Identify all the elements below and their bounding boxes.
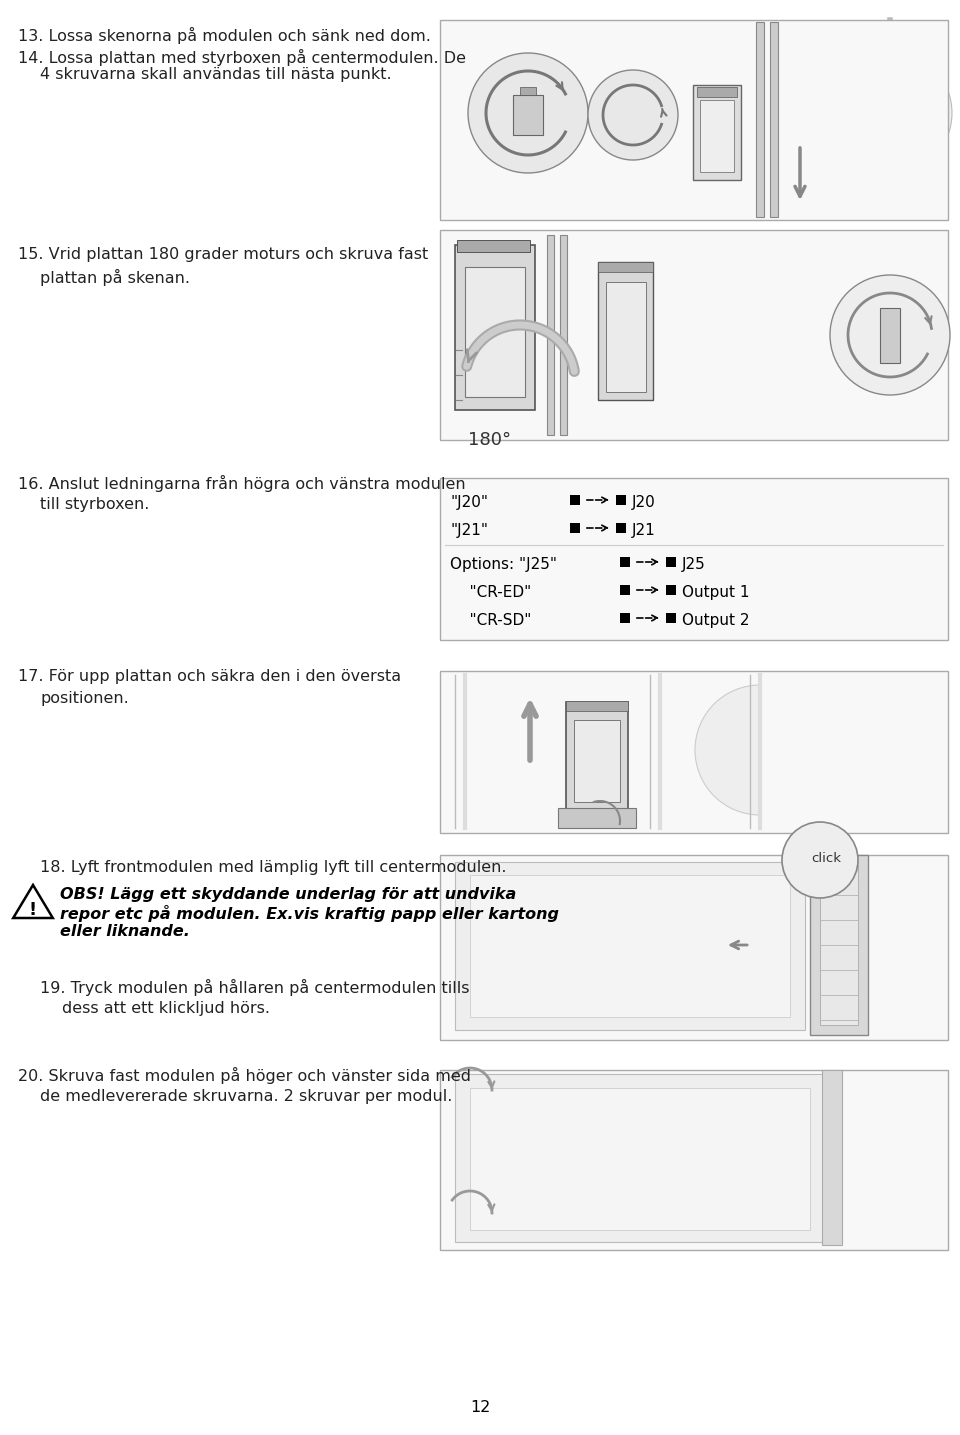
Text: 12: 12	[469, 1401, 491, 1415]
Text: 17. För upp plattan och säkra den i den översta: 17. För upp plattan och säkra den i den …	[18, 669, 401, 684]
Text: "J20": "J20"	[450, 495, 488, 509]
Bar	[547, 235, 554, 435]
Bar	[770, 22, 778, 217]
Bar	[440, 478, 948, 640]
Bar	[693, 85, 741, 179]
Text: J21: J21	[632, 522, 656, 538]
Text: "CR-SD": "CR-SD"	[450, 613, 532, 629]
Bar	[822, 1071, 842, 1246]
Bar	[470, 875, 790, 1017]
Text: J25: J25	[682, 557, 706, 573]
Bar	[616, 522, 626, 532]
Bar	[620, 613, 630, 623]
Bar	[566, 702, 628, 809]
Text: 4 skruvarna skall användas till nästa punkt.: 4 skruvarna skall användas till nästa pu…	[40, 67, 392, 82]
Bar	[440, 672, 948, 832]
Text: Output 2: Output 2	[682, 613, 750, 629]
Bar	[606, 283, 646, 392]
Polygon shape	[13, 885, 53, 918]
Bar	[666, 585, 676, 596]
Bar	[666, 613, 676, 623]
Text: 15. Vrid plattan 180 grader moturs och skruva fast: 15. Vrid plattan 180 grader moturs och s…	[18, 247, 428, 263]
Text: !: !	[29, 901, 37, 918]
Bar	[700, 100, 734, 172]
Text: 14. Lossa plattan med styrboxen på centermodulen. De: 14. Lossa plattan med styrboxen på cente…	[18, 49, 466, 66]
Text: till styrboxen.: till styrboxen.	[40, 497, 150, 512]
Circle shape	[828, 52, 952, 175]
Text: J20: J20	[632, 495, 656, 509]
Text: OBS! Lägg ett skyddande underlag för att undvika
repor etc på modulen. Ex.vis kr: OBS! Lägg ett skyddande underlag för att…	[60, 887, 559, 938]
Bar	[810, 855, 868, 1035]
Bar	[465, 267, 525, 397]
Text: "CR-ED": "CR-ED"	[450, 585, 531, 600]
Circle shape	[588, 70, 678, 159]
Bar	[440, 230, 948, 441]
Bar	[513, 95, 543, 135]
Bar	[616, 495, 626, 505]
Bar	[440, 20, 948, 220]
Text: 20. Skruva fast modulen på höger och vänster sida med: 20. Skruva fast modulen på höger och vän…	[18, 1068, 471, 1083]
Bar	[666, 557, 676, 567]
Bar	[570, 522, 580, 532]
Bar	[620, 557, 630, 567]
Bar	[440, 855, 948, 1040]
Text: 19. Tryck modulen på hållaren på centermodulen tills: 19. Tryck modulen på hållaren på centerm…	[40, 979, 469, 996]
Bar	[820, 865, 858, 1025]
Bar	[598, 263, 653, 400]
Bar	[880, 309, 900, 363]
Bar	[574, 720, 620, 802]
Circle shape	[830, 276, 950, 395]
Bar	[520, 88, 536, 95]
Bar	[455, 245, 535, 410]
Circle shape	[468, 53, 588, 174]
Text: 180°: 180°	[468, 430, 512, 449]
Bar	[457, 240, 530, 253]
Bar	[470, 1088, 810, 1230]
Text: 16. Anslut ledningarna från högra och vänstra modulen: 16. Anslut ledningarna från högra och vä…	[18, 475, 466, 492]
Text: plattan på skenan.: plattan på skenan.	[40, 268, 190, 286]
Bar	[455, 862, 805, 1030]
Text: de medlevererade skruvarna. 2 skruvar per modul.: de medlevererade skruvarna. 2 skruvar pe…	[40, 1089, 452, 1104]
Bar	[560, 235, 567, 435]
Text: "J21": "J21"	[450, 522, 488, 538]
Bar	[455, 1073, 825, 1243]
Bar	[620, 585, 630, 596]
Bar	[558, 808, 636, 828]
Text: 18. Lyft frontmodulen med lämplig lyft till centermodulen.: 18. Lyft frontmodulen med lämplig lyft t…	[40, 860, 507, 875]
Bar	[570, 495, 580, 505]
Circle shape	[782, 822, 858, 898]
Bar	[598, 263, 653, 273]
Wedge shape	[695, 684, 760, 815]
Text: click: click	[811, 852, 841, 865]
Text: positionen.: positionen.	[40, 692, 129, 706]
Bar	[440, 1071, 948, 1250]
Text: Options: "J25": Options: "J25"	[450, 557, 557, 573]
Bar	[566, 702, 628, 710]
Text: Output 1: Output 1	[682, 585, 750, 600]
Text: dess att ett klickljud hörs.: dess att ett klickljud hörs.	[62, 1002, 270, 1016]
Bar	[697, 88, 737, 98]
Bar	[756, 22, 764, 217]
Text: 13. Lossa skenorna på modulen och sänk ned dom.: 13. Lossa skenorna på modulen och sänk n…	[18, 27, 431, 44]
